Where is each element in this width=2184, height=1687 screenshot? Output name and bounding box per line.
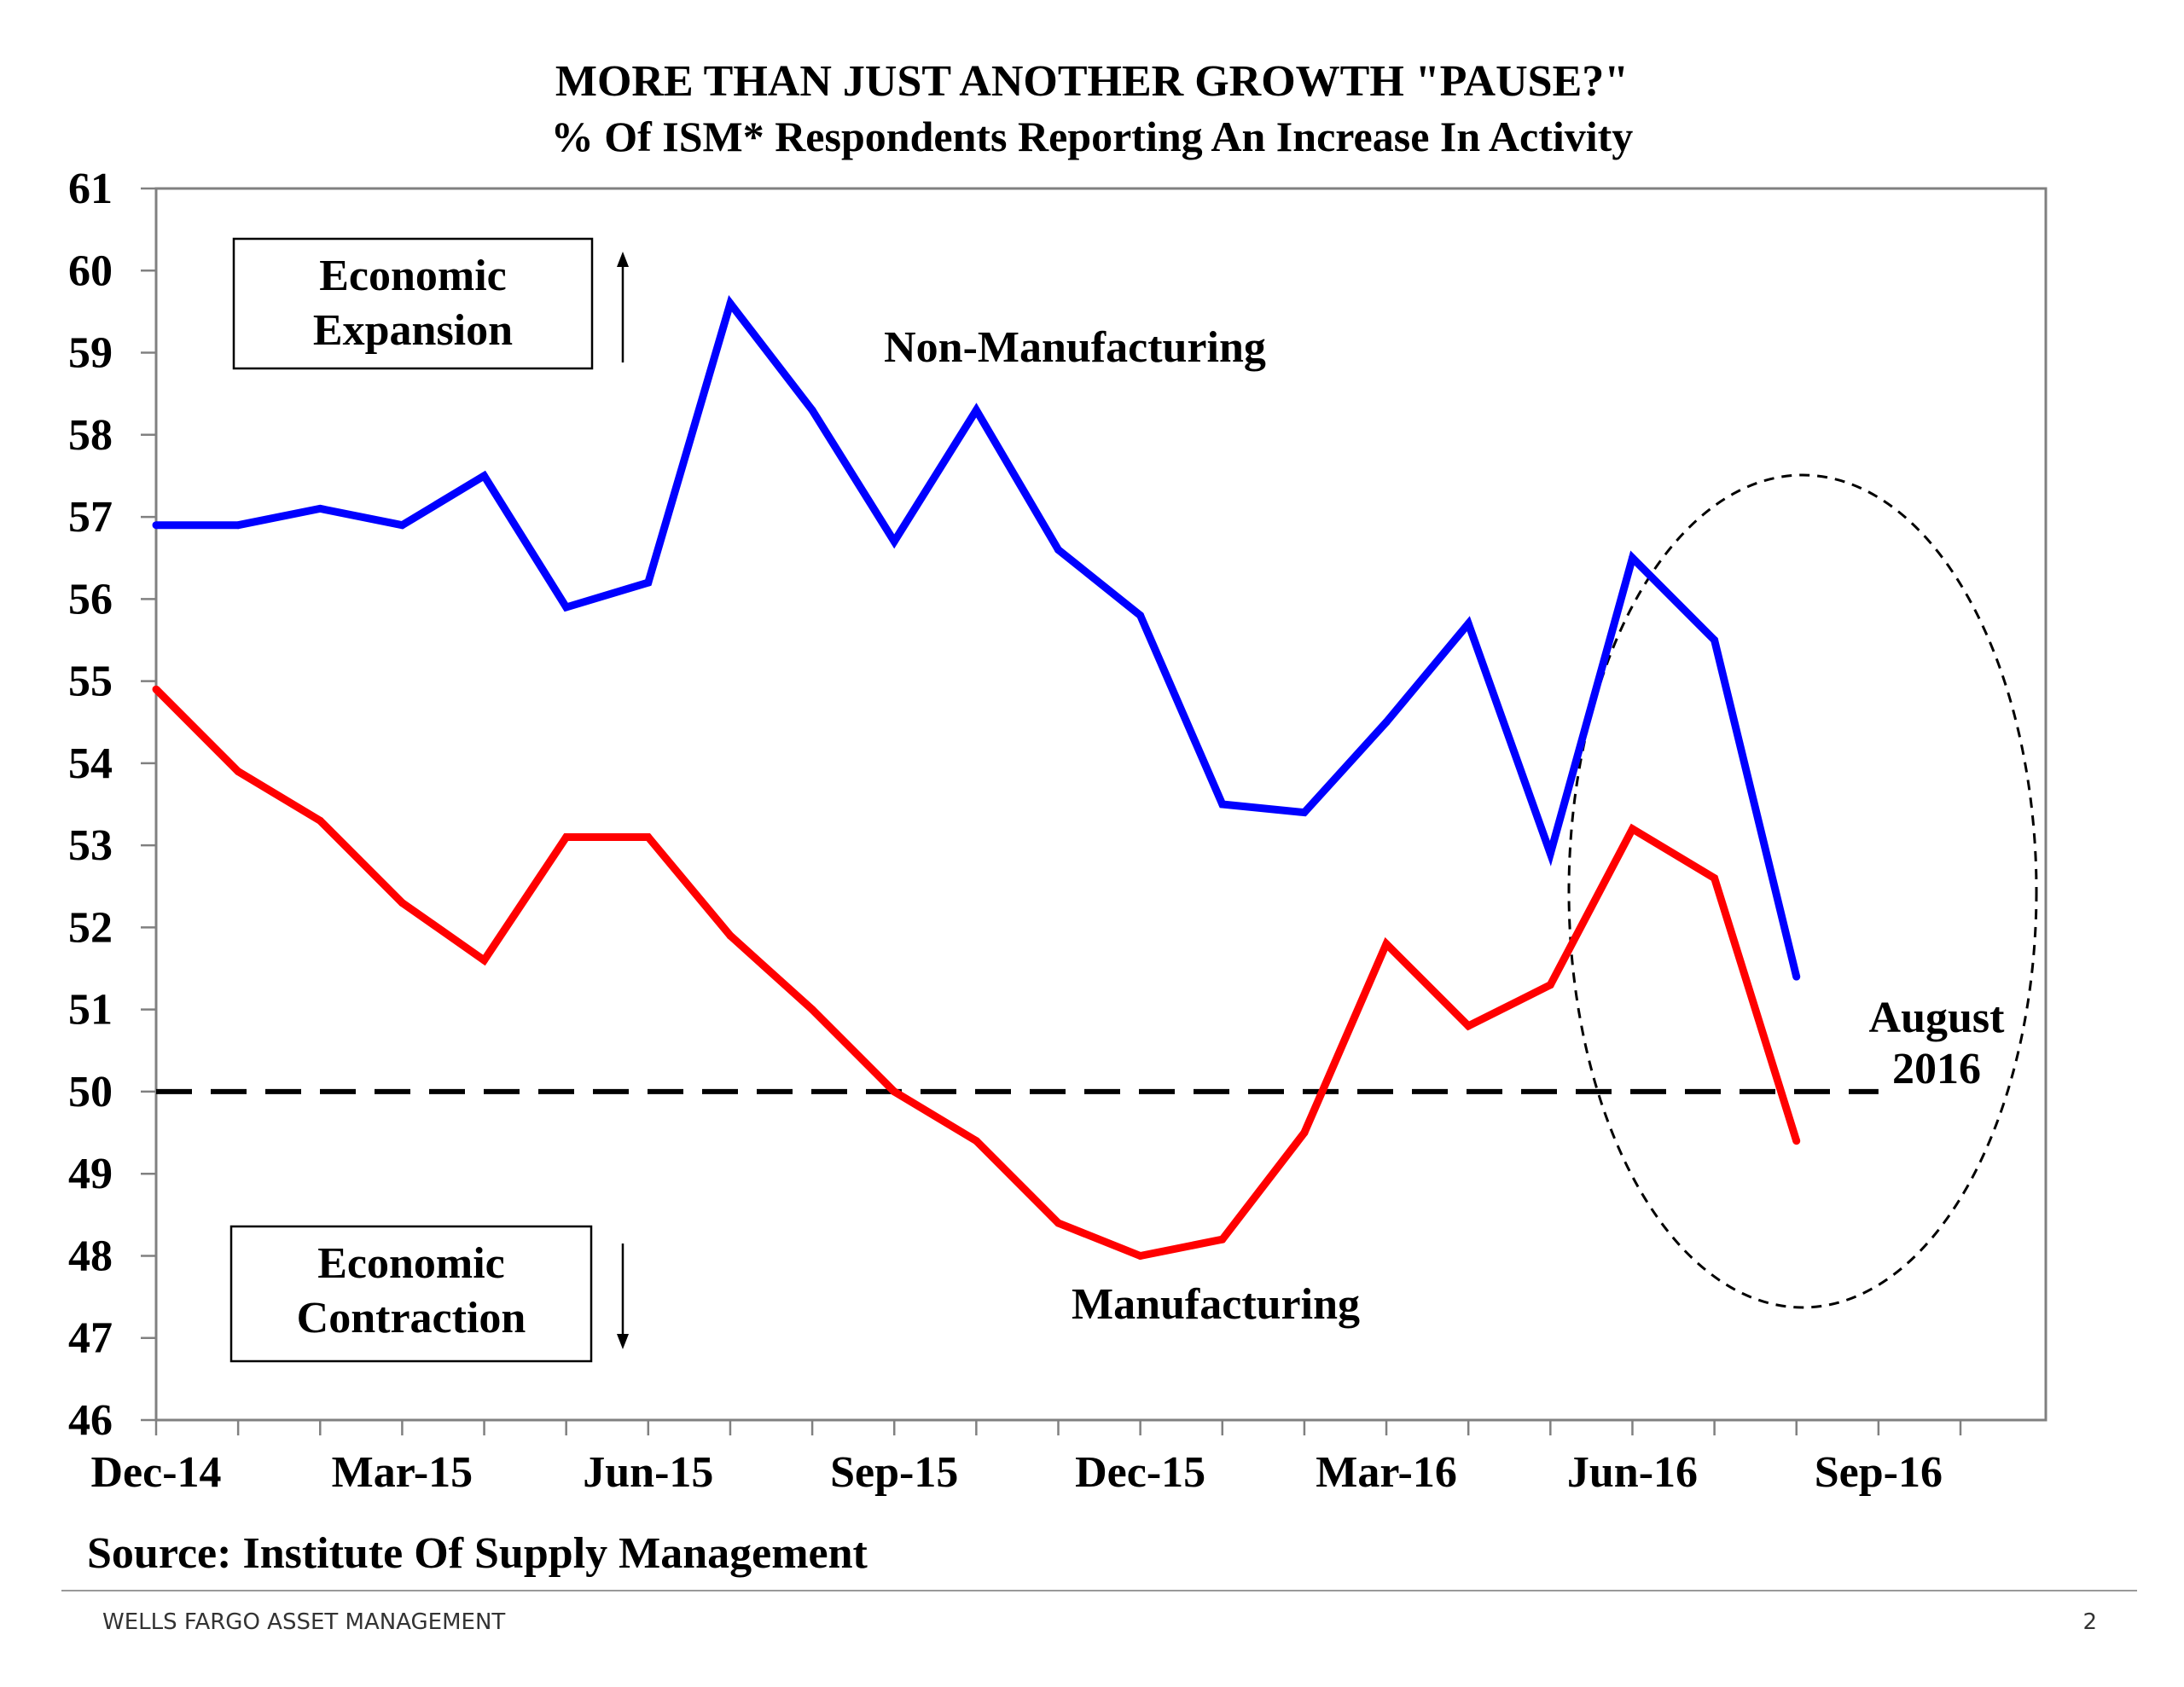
plot-frame bbox=[154, 187, 2048, 1422]
data-point bbox=[316, 504, 324, 513]
data-point bbox=[1382, 718, 1391, 727]
data-point bbox=[1300, 809, 1309, 817]
y-tick-label: 57 bbox=[68, 493, 113, 542]
data-point bbox=[644, 833, 653, 842]
non-manufacturing-label: Non-Manufacturing bbox=[884, 323, 1266, 372]
y-tick-label: 51 bbox=[68, 986, 113, 1035]
data-point bbox=[1136, 612, 1145, 620]
series-line-non-manufacturing bbox=[156, 295, 1801, 978]
contraction-box bbox=[229, 1225, 593, 1363]
chart-title: MORE THAN JUST ANOTHER GROWTH "PAUSE?" bbox=[555, 57, 1629, 106]
expansion-box bbox=[232, 237, 594, 370]
data-point bbox=[234, 521, 242, 530]
y-tick-label: 49 bbox=[68, 1150, 113, 1198]
y-tick-label: 50 bbox=[68, 1068, 113, 1116]
series-layer bbox=[152, 295, 1801, 1261]
data-point bbox=[1628, 825, 1636, 833]
expansion-label-line2: Expansion bbox=[313, 306, 513, 355]
data-point bbox=[1546, 849, 1554, 858]
data-point bbox=[972, 406, 980, 415]
data-point bbox=[1711, 874, 1719, 883]
x-tick-label: Mar-15 bbox=[332, 1448, 473, 1497]
page-number: 2 bbox=[2082, 1609, 2097, 1635]
x-tick-label: Dec-15 bbox=[1075, 1448, 1205, 1497]
series-line-manufacturing bbox=[153, 687, 1800, 1261]
manufacturing-label: Manufacturing bbox=[1072, 1280, 1360, 1329]
data-point bbox=[562, 833, 571, 842]
data-point bbox=[1711, 635, 1719, 644]
y-tick-label: 53 bbox=[68, 821, 113, 870]
data-point bbox=[890, 1087, 898, 1096]
y-axis: 46 47 48 49 50 51 52 53 54 55 56 57 58 59 60 61 bbox=[68, 165, 156, 1445]
y-tick-label: 59 bbox=[68, 329, 113, 378]
x-tick-label: Jun-15 bbox=[583, 1448, 713, 1497]
x-tick-label: Jun-16 bbox=[1567, 1448, 1698, 1497]
data-point bbox=[1300, 1128, 1309, 1137]
data-point bbox=[480, 956, 489, 965]
x-tick-label: Mar-16 bbox=[1316, 1448, 1457, 1497]
data-point bbox=[1136, 1251, 1145, 1260]
highlight-ellipse bbox=[1567, 473, 2038, 1309]
data-point bbox=[726, 299, 735, 308]
data-point bbox=[890, 537, 898, 546]
data-point bbox=[1546, 981, 1554, 989]
arrow-up-icon bbox=[617, 252, 629, 362]
y-tick-label: 61 bbox=[68, 165, 113, 213]
x-tick-label: Sep-15 bbox=[830, 1448, 958, 1497]
data-point bbox=[152, 521, 160, 530]
expansion-label-line1: Economic bbox=[319, 252, 507, 300]
data-point bbox=[644, 578, 653, 587]
x-tick-label: Dec-14 bbox=[90, 1448, 221, 1497]
y-tick-label: 60 bbox=[68, 246, 113, 295]
y-tick-label: 56 bbox=[68, 575, 113, 623]
data-point bbox=[1054, 1219, 1062, 1227]
y-tick-label: 52 bbox=[68, 903, 113, 952]
y-tick-label: 48 bbox=[68, 1232, 113, 1280]
data-point bbox=[1792, 972, 1801, 981]
y-tick-label: 46 bbox=[68, 1396, 113, 1445]
data-point bbox=[1628, 554, 1636, 562]
source-note: Source: Institute Of Supply Management bbox=[87, 1529, 868, 1578]
data-point bbox=[480, 472, 489, 480]
data-point bbox=[972, 1137, 980, 1145]
data-point bbox=[1464, 619, 1472, 628]
x-tick-label: Sep-16 bbox=[1815, 1448, 1943, 1497]
data-point bbox=[234, 767, 242, 775]
footer-brand: WELLS FARGO ASSET MANAGEMENT bbox=[102, 1609, 505, 1635]
data-point bbox=[1792, 1137, 1801, 1145]
contraction-label-line1: Economic bbox=[317, 1239, 505, 1288]
data-point bbox=[1054, 546, 1062, 554]
data-point bbox=[808, 1006, 816, 1014]
y-tick-label: 55 bbox=[68, 658, 113, 706]
data-point bbox=[1464, 1022, 1472, 1030]
y-tick-label: 58 bbox=[68, 411, 113, 460]
x-axis: Dec-14 Mar-15 Jun-15 Sep-15 Dec-15 Mar-16 Jun-… bbox=[90, 1420, 1962, 1497]
data-point bbox=[1218, 1235, 1227, 1244]
data-point bbox=[562, 603, 571, 612]
highlight-label-line1: August bbox=[1869, 994, 2006, 1042]
highlight-label-line2: 2016 bbox=[1892, 1045, 1981, 1093]
arrow-down-icon bbox=[617, 1244, 629, 1349]
data-point bbox=[398, 899, 406, 907]
data-point bbox=[398, 521, 406, 530]
data-point bbox=[726, 931, 735, 940]
y-tick-label: 47 bbox=[68, 1314, 113, 1363]
chart-subtitle: % Of ISM* Respondents Reporting An Incre… bbox=[551, 113, 1634, 160]
y-tick-label: 54 bbox=[68, 739, 113, 788]
contraction-label-line2: Contraction bbox=[297, 1294, 526, 1342]
data-point bbox=[152, 685, 160, 693]
data-point bbox=[1218, 800, 1227, 809]
data-point bbox=[808, 406, 816, 415]
data-point bbox=[316, 816, 324, 825]
data-point bbox=[1382, 940, 1391, 948]
